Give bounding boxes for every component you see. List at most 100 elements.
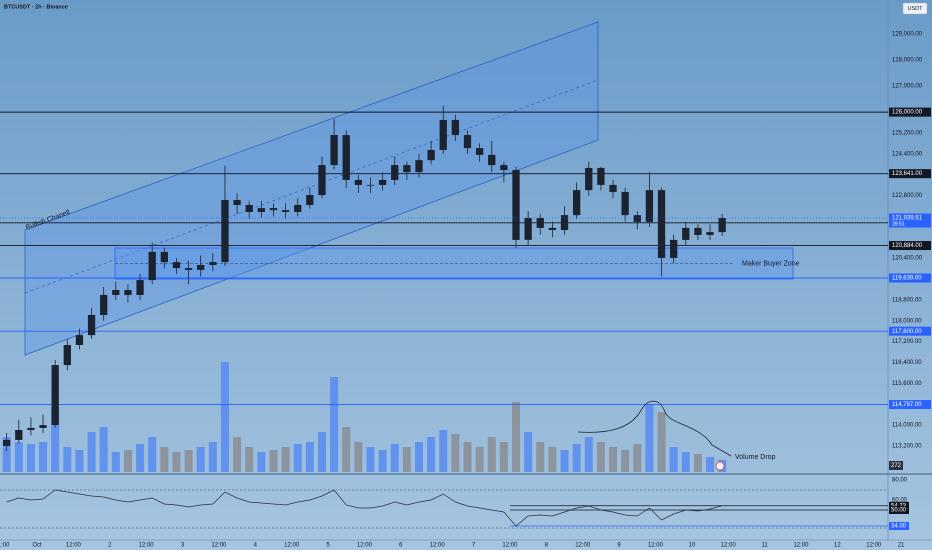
candle-body bbox=[682, 227, 690, 240]
volume-axis-badge bbox=[889, 461, 903, 470]
x-tick-label: 12:00 bbox=[284, 543, 300, 549]
candle-body bbox=[221, 200, 229, 263]
x-tick-label: 3 bbox=[181, 543, 185, 549]
candle-body bbox=[330, 135, 338, 166]
candle-body bbox=[209, 262, 217, 265]
alert-icon[interactable] bbox=[715, 461, 725, 471]
candle-body bbox=[475, 148, 484, 155]
volume-bar bbox=[305, 442, 314, 472]
volume-bar bbox=[317, 432, 326, 472]
volume-bar bbox=[257, 452, 266, 472]
level-badge bbox=[889, 107, 931, 117]
candle-body bbox=[27, 427, 35, 431]
candle-body bbox=[63, 345, 71, 366]
volume-bar bbox=[633, 444, 642, 472]
x-tick-label: 4 bbox=[254, 543, 258, 549]
volume-bar bbox=[160, 447, 169, 472]
volume-bar bbox=[390, 444, 399, 472]
volume-bar bbox=[51, 407, 60, 472]
candle-body bbox=[427, 149, 435, 161]
candle-body bbox=[245, 204, 253, 213]
x-tick-label: 12:00 bbox=[430, 543, 446, 549]
candle-body bbox=[39, 425, 47, 428]
x-tick-label: 11 bbox=[761, 543, 768, 549]
volume-bar bbox=[342, 427, 351, 472]
volume-bar bbox=[245, 447, 254, 472]
volume-bar bbox=[233, 437, 242, 472]
volume-bar bbox=[87, 432, 96, 472]
level-label: 117,600.00 bbox=[892, 329, 922, 335]
candle-body bbox=[439, 119, 447, 150]
rsi-tick-label: 80.00 bbox=[892, 478, 908, 484]
volume-bar bbox=[2, 437, 11, 472]
x-tick-label: 12:00 bbox=[139, 543, 155, 549]
level-badge bbox=[889, 169, 931, 179]
rsi-line bbox=[6, 489, 723, 527]
x-tick-label: 7 bbox=[472, 543, 476, 549]
candle-body bbox=[500, 165, 508, 171]
candle-body bbox=[585, 167, 593, 191]
volume-bar bbox=[366, 447, 375, 472]
volume-bar bbox=[681, 452, 690, 472]
candle-body bbox=[718, 218, 726, 233]
last-price-badge bbox=[889, 213, 931, 228]
candle-body bbox=[172, 262, 181, 269]
volume-bar bbox=[402, 447, 411, 472]
volume-axis-label: 272 bbox=[891, 463, 902, 469]
volume-bar bbox=[354, 442, 363, 472]
currency-label[interactable]: USDT bbox=[908, 6, 924, 12]
x-tick-label: 12:00 bbox=[793, 543, 809, 549]
volume-bar bbox=[427, 437, 436, 472]
candle-body bbox=[281, 210, 290, 213]
level-badge bbox=[889, 326, 931, 336]
volume-bar bbox=[463, 442, 472, 472]
volume-bar bbox=[609, 447, 618, 472]
volume-bar bbox=[451, 434, 460, 472]
volume-bar bbox=[439, 430, 448, 472]
level-label: 120,884.00 bbox=[892, 243, 923, 249]
x-tick-label: 12:00 bbox=[721, 543, 737, 549]
candle-body bbox=[306, 195, 314, 205]
x-tick-label: 21 bbox=[898, 543, 905, 549]
candle-body bbox=[233, 200, 241, 205]
candle-body bbox=[3, 439, 11, 446]
candle-body bbox=[391, 165, 399, 180]
volume-bar bbox=[281, 447, 290, 472]
candle-body bbox=[451, 119, 460, 136]
x-tick-label: 9 bbox=[617, 543, 621, 549]
symbol-title[interactable]: BTCUSDT · 2h · Binance bbox=[4, 4, 68, 10]
candle-body bbox=[87, 315, 96, 336]
volume-bar bbox=[706, 457, 715, 472]
volume-bar bbox=[172, 452, 181, 472]
candle-body bbox=[160, 251, 168, 263]
x-tick-label: 2 bbox=[108, 543, 112, 549]
y-tick-label: 118,000.00 bbox=[892, 318, 922, 324]
last-price-label: 121,939.51 bbox=[892, 216, 923, 222]
level-badge bbox=[889, 273, 931, 283]
volume-bar bbox=[39, 442, 48, 472]
level-label: 126,000.00 bbox=[892, 110, 923, 116]
volume-bar bbox=[548, 447, 557, 472]
volume-bar bbox=[148, 437, 157, 472]
candle-body bbox=[488, 154, 496, 166]
volume-bar bbox=[184, 450, 193, 472]
x-tick-label: 12:00 bbox=[66, 543, 82, 549]
volume-bar bbox=[123, 450, 132, 472]
volume-bar bbox=[596, 442, 605, 472]
volume-bar bbox=[645, 404, 654, 472]
volume-bar bbox=[524, 432, 533, 472]
volume-bar bbox=[499, 442, 508, 472]
level-badge bbox=[889, 241, 931, 251]
candle-body bbox=[560, 215, 569, 231]
volume-bar bbox=[136, 444, 145, 472]
candle-body bbox=[124, 289, 132, 295]
level-label: 123,641.00 bbox=[892, 171, 923, 177]
candle-body bbox=[75, 335, 84, 346]
currency-button[interactable] bbox=[902, 2, 928, 15]
x-tick-label: 6 bbox=[399, 543, 403, 549]
y-tick-label: 113,200.00 bbox=[892, 444, 922, 450]
candle-body bbox=[403, 165, 411, 173]
rsi-level-badge bbox=[889, 506, 909, 514]
